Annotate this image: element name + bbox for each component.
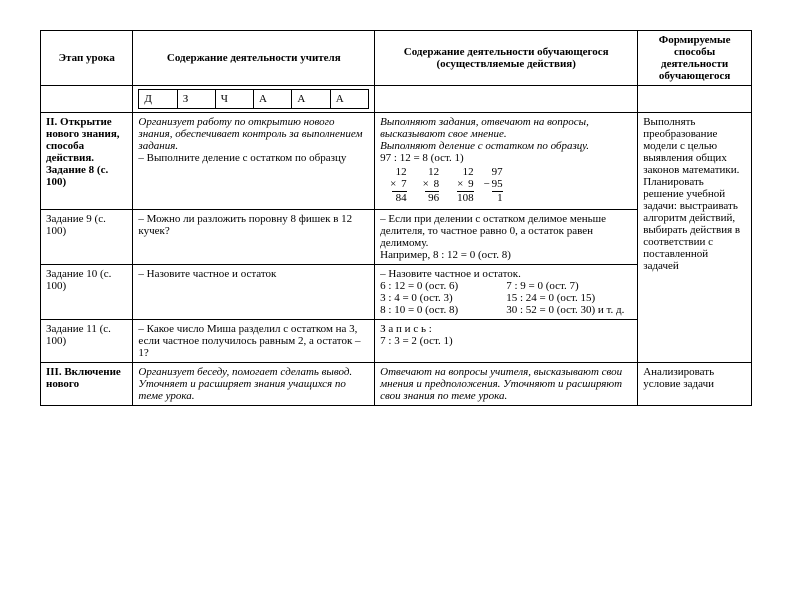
stage-cell: Задание 9 (с. 100) xyxy=(41,210,133,265)
header-row: Этап урока Содержание деятельности учите… xyxy=(41,31,752,86)
letter-cell: А xyxy=(254,90,292,109)
letter-cell: Ч xyxy=(215,90,253,109)
header-teacher: Содержание деятельности учителя xyxy=(133,31,375,86)
teacher-cell: – Назовите частное и остаток xyxy=(133,265,375,320)
ways-cell: Выполнять преобразование модели с целью … xyxy=(638,113,752,363)
teacher-cell: Организует беседу, помогает сделать выво… xyxy=(133,363,375,406)
teacher-cell: – Какое число Миша разделил с остатком н… xyxy=(133,320,375,363)
letters-table: ДЗЧААА xyxy=(138,89,369,109)
stage-cell: II. Открытие нового знания, способа дейс… xyxy=(41,113,133,210)
stage-cell: III. Включение нового xyxy=(41,363,133,406)
header-student: Содержание деятельности обучающегося (ос… xyxy=(375,31,638,86)
student-cell: Выполняют задания, отвечают на вопросы, … xyxy=(375,113,638,210)
letter-cell: З xyxy=(177,90,215,109)
student-cell: – Назовите частное и остаток. 6 : 12 = 0… xyxy=(375,265,638,320)
header-ways: Формируемые способы деятельности обучающ… xyxy=(638,31,752,86)
letter-cell: Д xyxy=(139,90,177,109)
student-cell: Отвечают на вопросы учителя, высказывают… xyxy=(375,363,638,406)
stage-cell: Задание 10 (с. 100) xyxy=(41,265,133,320)
table-row: II. Открытие нового знания, способа дейс… xyxy=(41,113,752,210)
student-cell: З а п и с ь :7 : 3 = 2 (ост. 1) xyxy=(375,320,638,363)
teacher-cell: Организует работу по открытию нового зна… xyxy=(133,113,375,210)
stage-cell: Задание 11 (с. 100) xyxy=(41,320,133,363)
letter-cell: А xyxy=(292,90,330,109)
letters-row: ДЗЧААА xyxy=(41,86,752,113)
header-stage: Этап урока xyxy=(41,31,133,86)
lesson-table: Этап урока Содержание деятельности учите… xyxy=(40,30,752,406)
student-cell: – Если при делении с остатком делимое ме… xyxy=(375,210,638,265)
letters-cell: ДЗЧААА xyxy=(133,86,375,113)
teacher-cell: – Можно ли разложить поровну 8 фишек в 1… xyxy=(133,210,375,265)
table-row: III. Включение нового Организует беседу,… xyxy=(41,363,752,406)
ways-cell: Анализировать условие задачи xyxy=(638,363,752,406)
letter-cell: А xyxy=(330,90,368,109)
